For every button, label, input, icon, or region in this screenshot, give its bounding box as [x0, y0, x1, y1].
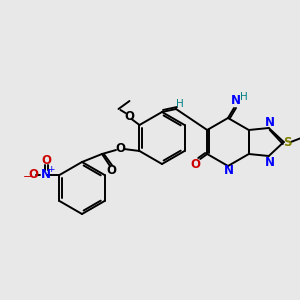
Text: N: N	[40, 167, 50, 181]
Text: N: N	[231, 94, 241, 107]
Text: N: N	[265, 116, 275, 128]
Text: O: O	[190, 158, 200, 172]
Text: N: N	[265, 155, 275, 169]
Text: O: O	[41, 154, 52, 167]
Text: O: O	[124, 110, 134, 122]
Text: O: O	[115, 142, 125, 155]
Text: H: H	[176, 99, 184, 109]
Text: O: O	[28, 167, 38, 181]
Text: S: S	[284, 136, 292, 149]
Text: N: N	[224, 164, 234, 178]
Text: −: −	[23, 172, 32, 182]
Text: +: +	[47, 166, 54, 175]
Text: O: O	[106, 164, 116, 178]
Text: H: H	[240, 92, 248, 102]
